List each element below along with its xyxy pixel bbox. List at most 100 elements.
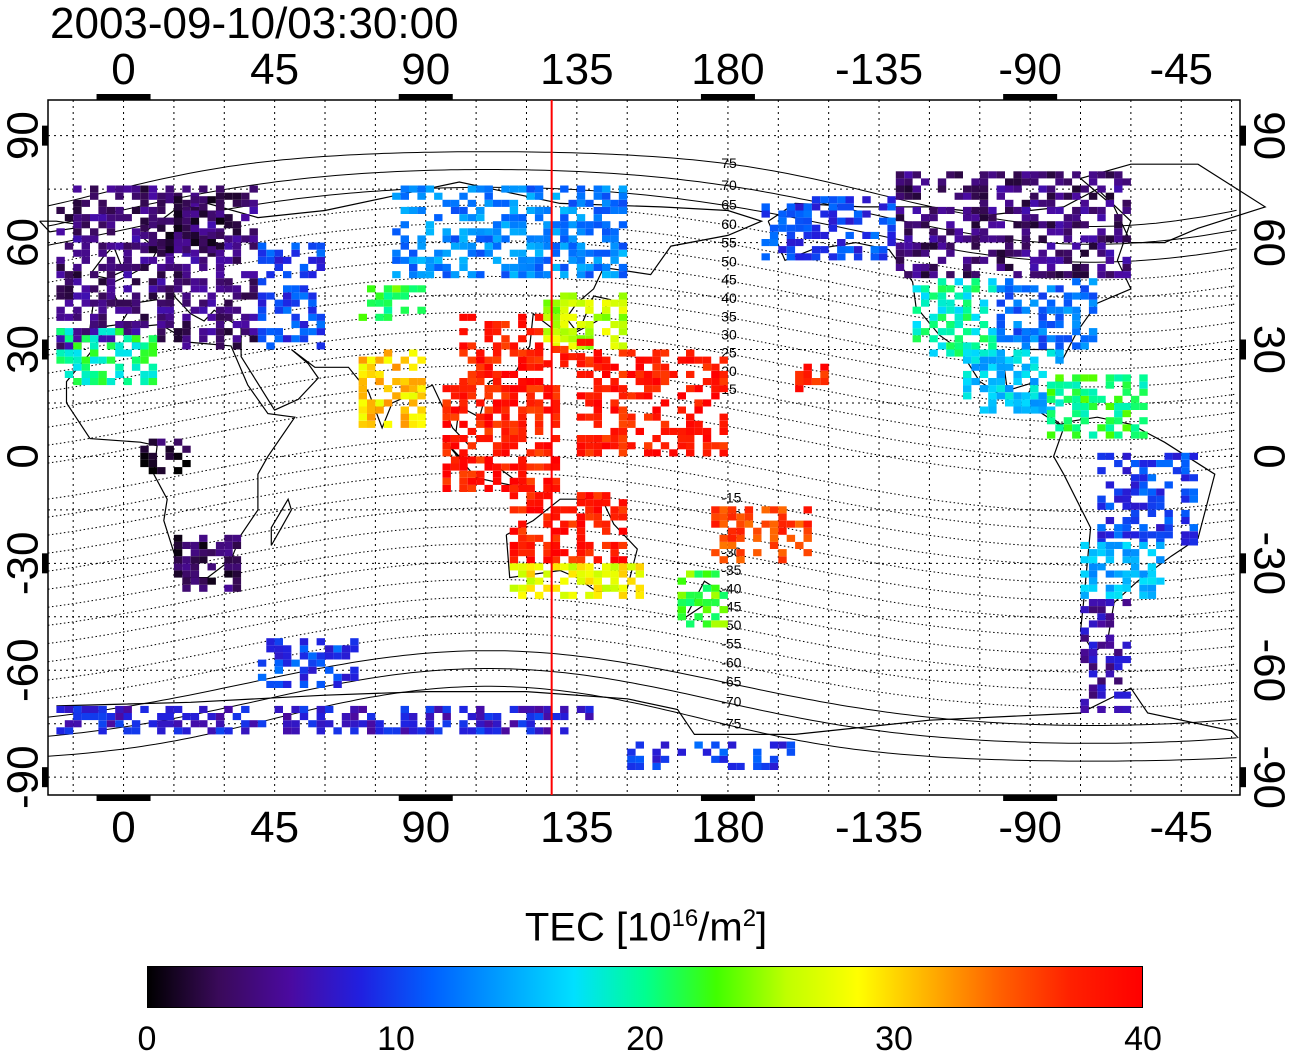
tec-pixel	[241, 235, 250, 243]
tec-pixel	[442, 720, 451, 728]
tec-pixel	[904, 271, 913, 279]
tec-pixel	[283, 285, 292, 293]
tec-pixel	[157, 206, 166, 214]
tec-pixel	[1021, 285, 1031, 293]
tec-pixel	[392, 285, 401, 293]
tec-pixel	[585, 306, 594, 314]
tec-pixel	[593, 263, 602, 271]
tec-pixel	[610, 506, 619, 514]
tec-pixel	[1046, 285, 1056, 293]
tec-pixel	[929, 206, 938, 214]
tec-pixel	[1013, 406, 1022, 414]
tec-pixel	[148, 335, 158, 343]
tec-pixel	[526, 577, 535, 585]
tec-pixel	[316, 328, 325, 336]
tec-pixel	[576, 338, 586, 346]
tec-pixel	[1072, 242, 1081, 250]
tec-pixel	[618, 206, 628, 214]
tec-pixel	[400, 385, 409, 393]
tec-pixel	[677, 435, 686, 443]
tec-pixel	[148, 278, 158, 286]
tec-pixel	[165, 452, 174, 460]
tec-pixel	[1122, 235, 1131, 243]
tec-pixel	[610, 563, 619, 571]
tec-pixel	[467, 199, 477, 207]
tec-pixel	[249, 313, 258, 321]
tec-pixel	[232, 541, 242, 549]
tec-pixel	[963, 271, 972, 279]
tec-pixel	[686, 591, 695, 599]
tec-pixel	[534, 271, 544, 279]
tec-pixel	[56, 285, 65, 293]
tec-pixel	[1063, 381, 1073, 389]
tec-pixel	[1130, 517, 1140, 525]
tec-pixel	[492, 349, 502, 357]
tec-pixel	[576, 271, 586, 279]
tec-pixel	[912, 321, 921, 329]
tec-pixel	[157, 239, 166, 247]
tec-pixel	[341, 645, 351, 653]
tec-pixel	[677, 591, 686, 599]
tec-pixel	[677, 442, 686, 450]
tec-pixel	[1030, 285, 1039, 293]
tec-pixel	[1181, 517, 1190, 525]
tec-pixel	[963, 206, 972, 214]
tec-pixel	[215, 231, 225, 239]
tec-pixel	[1038, 313, 1047, 321]
frame-tick-left	[42, 553, 48, 574]
tec-pixel	[450, 463, 460, 471]
tec-pixel	[257, 673, 267, 681]
tec-pixel	[98, 370, 107, 378]
tec-pixel	[1164, 517, 1173, 525]
tec-pixel	[81, 242, 90, 250]
tec-pixel	[308, 306, 317, 314]
tec-pixel	[870, 253, 879, 261]
tec-pixel	[173, 231, 183, 239]
tec-pixel	[551, 192, 561, 200]
tec-pixel	[450, 456, 460, 464]
tec-pixel	[90, 328, 99, 336]
tec-pixel	[182, 271, 191, 279]
tec-pixel	[963, 285, 972, 293]
tec-pixel	[576, 563, 586, 571]
tec-pixel	[484, 356, 493, 364]
tec-colorbar	[147, 966, 1143, 1008]
tec-pixel	[182, 278, 191, 286]
tec-pixel	[1139, 388, 1148, 396]
tec-pixel	[996, 356, 1005, 364]
tec-pixel	[1114, 584, 1123, 592]
tec-pixel	[602, 527, 611, 535]
tec-pixel	[996, 385, 1005, 393]
tec-pixel	[526, 185, 535, 193]
tec-pixel	[459, 228, 468, 236]
tec-pixel	[1105, 199, 1115, 207]
tec-pixel	[1181, 538, 1190, 546]
tec-pixel	[249, 235, 258, 243]
tec-pixel	[375, 378, 384, 386]
tec-pixel	[501, 420, 510, 428]
tec-pixel	[1072, 192, 1081, 200]
tec-pixel	[1072, 278, 1081, 286]
tec-pixel	[442, 477, 451, 485]
tec-pixel	[602, 299, 611, 307]
tec-pixel	[1013, 171, 1022, 179]
tec-pixel	[837, 253, 846, 261]
tec-pixel	[686, 620, 695, 628]
tec-pixel	[702, 449, 712, 457]
tec-pixel	[417, 192, 426, 200]
tec-pixel	[308, 299, 317, 307]
tec-pixel	[148, 285, 158, 293]
tec-pixel	[1164, 524, 1173, 532]
tec-pixel	[459, 484, 468, 492]
tec-pixel	[417, 356, 426, 364]
tec-pixel	[165, 217, 174, 225]
tec-pixel	[224, 328, 233, 336]
tec-pixel	[106, 285, 116, 293]
tec-pixel	[778, 210, 787, 218]
tec-pixel	[367, 413, 376, 421]
tec-pixel	[165, 185, 174, 193]
tec-pixel	[1114, 691, 1123, 699]
tec-pixel	[266, 342, 275, 350]
tec-pixel	[711, 442, 720, 450]
tec-pixel	[660, 349, 670, 357]
